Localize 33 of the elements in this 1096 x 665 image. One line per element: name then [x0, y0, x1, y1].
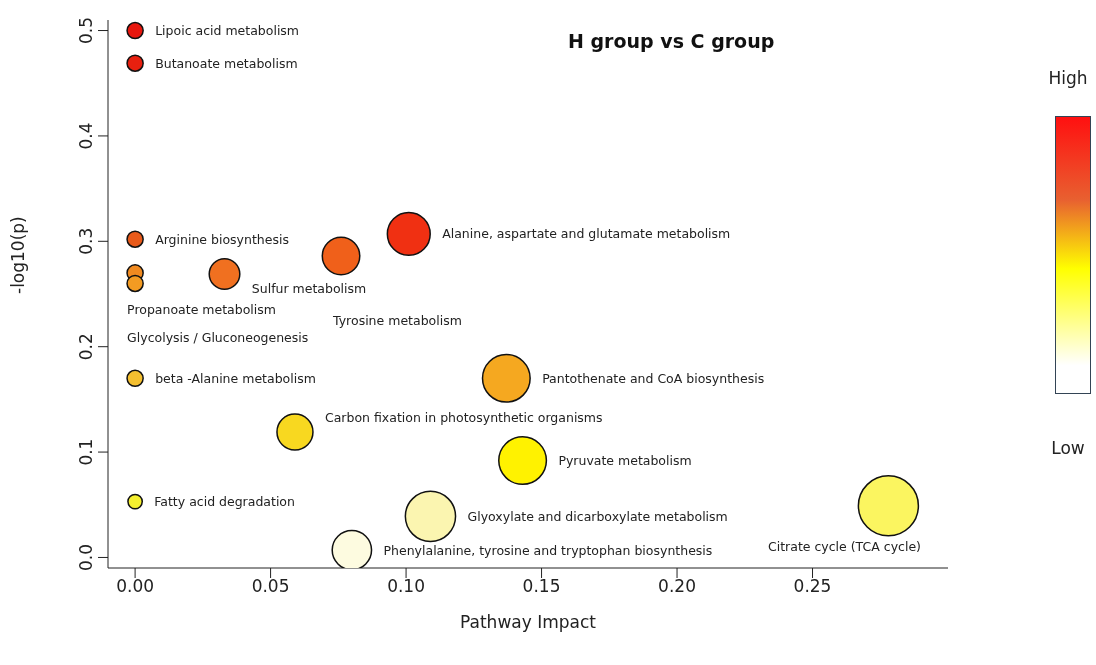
x-tick-label: 0.05 — [251, 576, 290, 597]
data-label: Carbon fixation in photosynthetic organisms — [324, 409, 603, 425]
data-label: Pyruvate metabolism — [558, 453, 692, 469]
text: Low — [1050, 438, 1086, 458]
data-label: Pantothenate and CoA biosynthesis — [542, 370, 765, 386]
data-label: Glyoxylate and dicarboxylate metabolism — [467, 508, 728, 524]
y-tick-label: 0.1 — [76, 438, 96, 466]
y-tick-label: 0.0 — [76, 543, 96, 571]
y-tick-label: 0.3 — [76, 227, 96, 255]
data-label: Fatty acid degradation — [154, 494, 295, 510]
data-label: beta -Alanine metabolism — [155, 370, 316, 386]
data-label: Sulfur metabolism — [251, 281, 367, 297]
data-label: Phenylalanine, tyrosine and tryptophan biosynthesis — [383, 542, 713, 558]
y-tick-label: 0.5 — [76, 17, 96, 45]
data-label: Alanine, aspartate and glutamate metabolism — [442, 226, 731, 242]
data-label: Arginine biosynthesis — [155, 231, 289, 247]
x-tick-label: 0.15 — [522, 576, 561, 597]
text: H group vs C group — [568, 30, 775, 52]
data-label: Glycolysis / Gluconeogenesis — [127, 330, 309, 346]
y-tick-label: 0.2 — [76, 333, 96, 361]
y-tick-label: 0.4 — [76, 122, 96, 150]
data-label: Citrate cycle (TCA cycle) — [768, 539, 921, 555]
x-tick-label: 0.00 — [116, 576, 155, 597]
data-label: Lipoic acid metabolism — [155, 23, 300, 39]
text: High — [1048, 68, 1088, 88]
data-label: Butanoate metabolism — [155, 55, 298, 71]
data-label: Propanoate metabolism — [127, 302, 276, 318]
x-tick-label: 0.20 — [658, 576, 696, 597]
x-tick-label: 0.25 — [793, 576, 832, 597]
data-label: Tyrosine metabolism — [332, 313, 462, 329]
x-axis-title: Pathway Impact — [460, 612, 597, 632]
y-axis-title: -log10(p) — [8, 216, 29, 294]
x-tick-label: 0.10 — [387, 576, 425, 597]
